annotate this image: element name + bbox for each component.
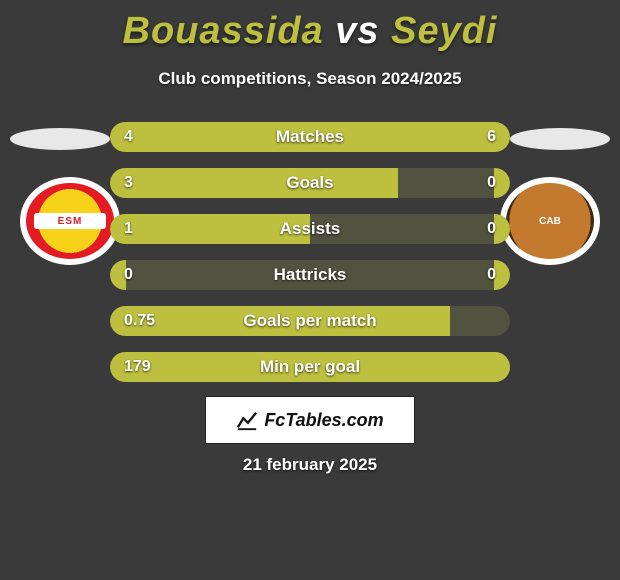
stat-label: Goals — [110, 168, 510, 198]
stat-row: 00Hattricks — [110, 260, 510, 290]
subtitle: Club competitions, Season 2024/2025 — [0, 69, 620, 89]
stat-row: 10Assists — [110, 214, 510, 244]
stat-label: Matches — [110, 122, 510, 152]
crest-shadow-right — [510, 128, 610, 150]
stat-row: 30Goals — [110, 168, 510, 198]
crest-shadow-left — [10, 128, 110, 150]
stats-bars: 46Matches 30Goals 10Assists 00Hattricks 0.75… — [110, 122, 510, 398]
stat-label: Min per goal — [110, 352, 510, 382]
page-title: Bouassida vs Seydi — [0, 0, 620, 53]
stat-label: Assists — [110, 214, 510, 244]
team-crest-right: CAB — [500, 177, 600, 265]
stat-row: 179Min per goal — [110, 352, 510, 382]
stat-label: Hattricks — [110, 260, 510, 290]
chart-icon — [236, 409, 258, 431]
stat-row: 46Matches — [110, 122, 510, 152]
title-player1: Bouassida — [123, 10, 324, 52]
crest-right-graphic: CAB — [506, 183, 594, 259]
team-crest-left: ESM — [20, 177, 120, 265]
title-vs: vs — [335, 10, 379, 52]
attribution-text: FcTables.com — [264, 410, 383, 431]
stat-label: Goals per match — [110, 306, 510, 336]
stat-row: 0.75Goals per match — [110, 306, 510, 336]
crest-right-label: CAB — [539, 216, 561, 227]
crest-left-label: ESM — [34, 213, 106, 229]
title-player2: Seydi — [391, 10, 497, 52]
attribution-badge: FcTables.com — [205, 396, 415, 444]
date-text: 21 february 2025 — [0, 455, 620, 475]
